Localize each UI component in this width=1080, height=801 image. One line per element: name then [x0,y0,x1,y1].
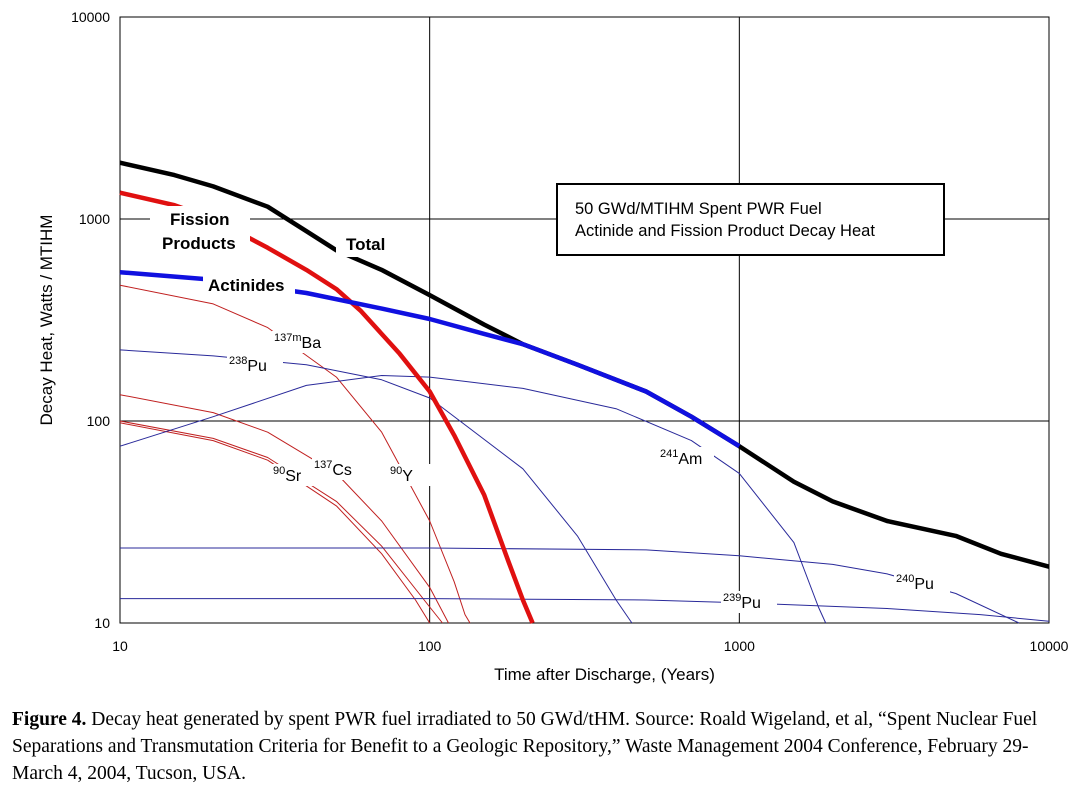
iso-label-bg [894,572,950,594]
actinides-label-bg [203,272,295,296]
fission-products-label-line2: Products [162,234,236,253]
plot-frame [119,16,1050,624]
annotation-line1: 50 GWd/MTIHM Spent PWR Fuel [575,200,822,218]
annotation-line2: Actinide and Fission Product Decay Heat [575,222,875,240]
y-tick-label: 1000 [79,211,110,227]
label-137mba: 137mBa [274,332,321,352]
iso-label-bg [227,354,283,376]
x-tick-label: 1000 [724,638,755,654]
y-axis-label: Decay Heat, Watts / MTIHM [37,215,56,426]
iso-label-bg [272,331,328,353]
label-238pu: 238Pu [229,355,267,375]
x-tick-label: 10000 [1030,638,1069,654]
label-90y: 90Y [390,465,413,485]
series-line-241am [119,375,827,624]
label-90sr: 90Sr [273,465,302,485]
iso-label-bg [388,464,444,486]
iso-label-bg [721,591,777,613]
label-240pu: 240Pu [896,573,934,593]
series-line-90y [119,420,443,624]
label-239pu: 239Pu [723,592,761,612]
y-tick-label: 10000 [71,9,110,25]
y-tick-label: 100 [87,413,111,429]
iso-label-bg [658,447,714,469]
actinides-label: Actinides [208,276,285,295]
x-axis-label: Time after Discharge, (Years) [494,665,715,684]
x-tick-label: 10 [112,638,128,654]
total-label: Total [346,235,385,254]
fission-label-bg [150,206,250,258]
x-tick-label: 100 [418,638,442,654]
figure-caption: Figure 4. Decay heat generated by spent … [12,706,1072,787]
caption-text: Decay heat generated by spent PWR fuel i… [12,709,1038,784]
label-241am: 241Am [660,448,702,468]
total-label-bg [336,229,398,257]
label-137cs: 137Cs [314,459,352,479]
series-line-90sr [119,422,431,624]
iso-label-bg [312,458,368,480]
annotation-box [556,183,945,256]
chart-figure: 10 100 1000 10000 10 100 1000 10000 Time after D… [37,9,1069,684]
fission-products-label-line1: Fission [170,210,230,229]
decay-heat-chart: 10 100 1000 10000 10 100 1000 10000 Time after D… [37,9,1069,684]
caption-label: Figure 4. [12,709,87,730]
y-tick-label: 10 [94,615,110,631]
series-line-137mba [119,284,471,624]
